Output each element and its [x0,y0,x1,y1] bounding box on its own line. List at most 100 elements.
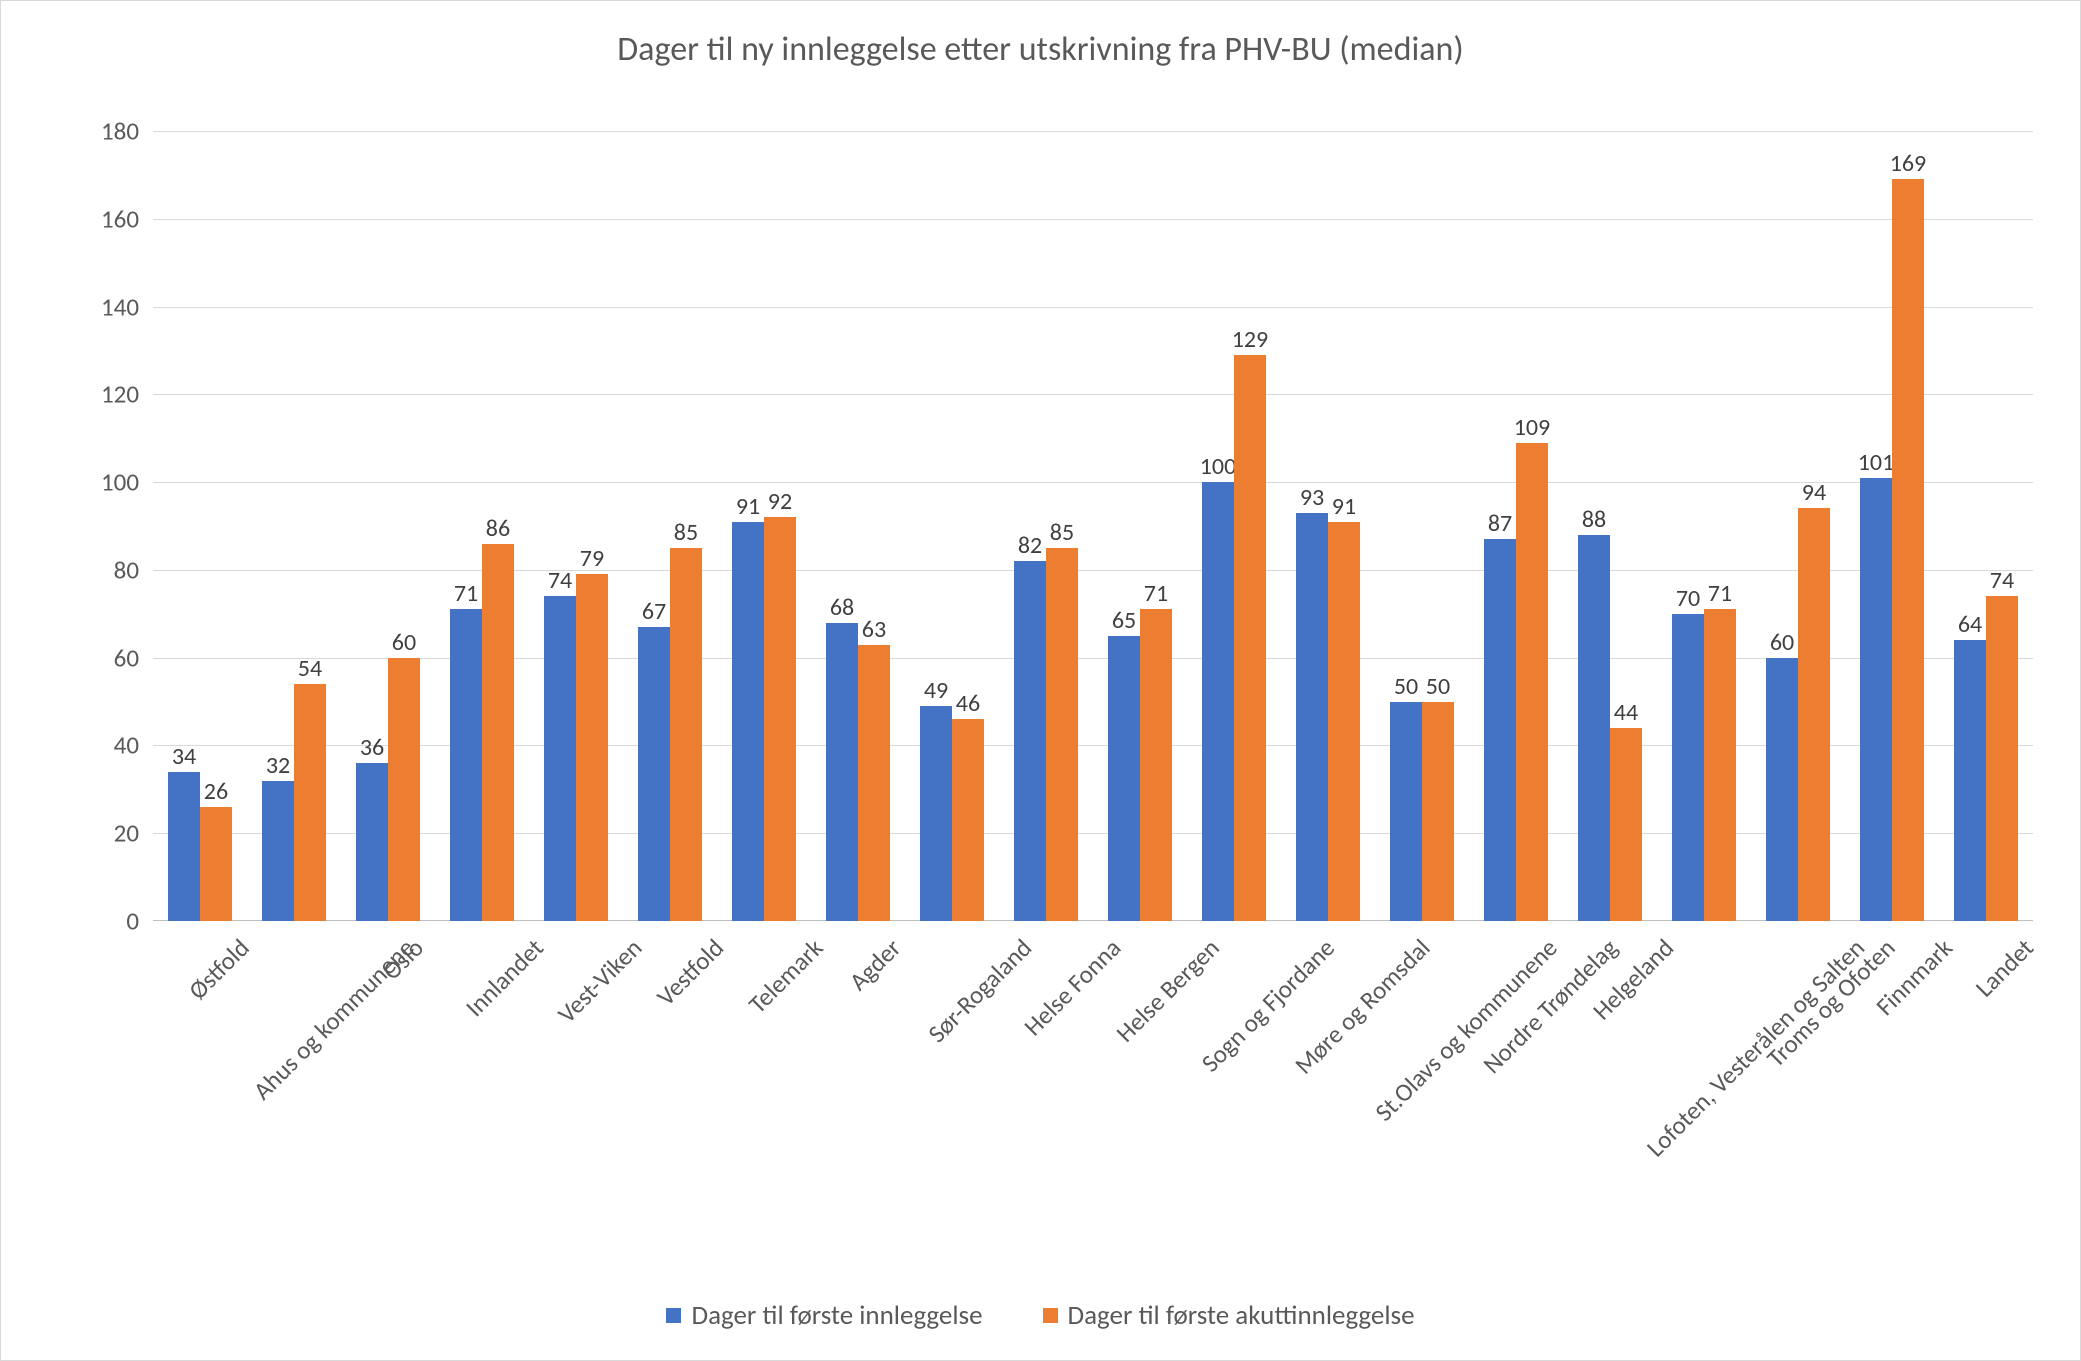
bar-value-label: 86 [486,514,510,543]
bar-value-label: 85 [1050,518,1074,547]
bar [1578,535,1610,921]
bar [1202,482,1234,921]
legend-item: Dager til første akuttinnleggelse [1043,1299,1415,1332]
x-tick-label: Sør-Rogaland [917,928,1038,1049]
bar [168,772,200,921]
bar [1234,355,1266,921]
bar-value-label: 54 [298,654,322,683]
gridline [153,307,2033,308]
bar-value-label: 71 [454,579,478,608]
bar [826,623,858,921]
y-tick-label: 0 [126,906,153,937]
bar-value-label: 44 [1614,698,1638,727]
bar-value-label: 169 [1890,149,1927,178]
bar [544,596,576,921]
gridline [153,394,2033,395]
bar [732,522,764,921]
y-tick-label: 80 [114,554,153,585]
bar-value-label: 67 [642,597,666,626]
bar-value-label: 93 [1300,483,1324,512]
bar [1014,561,1046,921]
bar [670,548,702,921]
bar [638,627,670,921]
bar [262,781,294,921]
legend: Dager til første innleggelse Dager til fø… [1,1299,2080,1332]
bar [482,544,514,921]
bar-value-label: 94 [1802,478,1826,507]
bar [1046,548,1078,921]
bar-value-label: 68 [830,593,854,622]
bar-value-label: 91 [736,492,760,521]
bar-value-label: 36 [360,733,384,762]
x-tick-label: Landet [1965,928,2040,1003]
bar-value-label: 49 [924,676,948,705]
plot-area: 0204060801001201401601803426Østfold3254A… [153,131,2033,921]
bar [1954,640,1986,921]
bar [1140,609,1172,921]
bar-value-label: 60 [1770,628,1794,657]
bar-value-label: 74 [548,566,572,595]
bar [1766,658,1798,921]
bar-value-label: 92 [768,487,792,516]
gridline [153,745,2033,746]
bar [1860,478,1892,921]
bar-value-label: 50 [1426,672,1450,701]
x-axis-line [153,920,2033,921]
bar [1422,702,1454,921]
bar [1390,702,1422,921]
bar [1672,614,1704,921]
gridline [153,219,2033,220]
bar-value-label: 87 [1488,509,1512,538]
legend-swatch [1043,1308,1058,1323]
bar-value-label: 65 [1112,606,1136,635]
bar [1610,728,1642,921]
y-tick-label: 180 [101,116,153,147]
bar [1986,596,2018,921]
bar-value-label: 63 [862,615,886,644]
x-tick-label: Innlandet [455,928,550,1023]
bar-value-label: 26 [204,777,228,806]
y-tick-label: 20 [114,818,153,849]
bar [200,807,232,921]
legend-label: Dager til første akuttinnleggelse [1068,1299,1415,1332]
legend-swatch [666,1308,681,1323]
bar-value-label: 101 [1858,448,1895,477]
bar-value-label: 79 [580,544,604,573]
bar-value-label: 71 [1144,579,1168,608]
bar-value-label: 82 [1018,531,1042,560]
bar [952,719,984,921]
bar-value-label: 70 [1676,584,1700,613]
x-tick-label: Lofoten, Vesterålen og Salten [1636,928,1871,1163]
chart-title: Dager til ny innleggelse etter utskrivni… [1,29,2080,70]
gridline [153,570,2033,571]
bar [576,574,608,921]
bar-value-label: 91 [1332,492,1356,521]
bar [356,763,388,921]
bar-value-label: 64 [1958,610,1982,639]
bar-value-label: 46 [956,689,980,718]
bar [1296,513,1328,921]
gridline [153,833,2033,834]
bar-value-label: 71 [1708,579,1732,608]
bar [858,645,890,922]
bar-value-label: 85 [674,518,698,547]
x-tick-label: Telemark [738,928,830,1020]
bar [920,706,952,921]
bar-value-label: 129 [1232,325,1269,354]
y-tick-label: 40 [114,730,153,761]
x-tick-label: Helse Bergen [1105,928,1225,1048]
bar-value-label: 109 [1514,413,1551,442]
bar-value-label: 100 [1200,452,1237,481]
x-tick-label: Østfold [178,928,256,1006]
bar [388,658,420,921]
y-tick-label: 60 [114,642,153,673]
bar-value-label: 74 [1990,566,2014,595]
bar-value-label: 88 [1582,505,1606,534]
bar-value-label: 60 [392,628,416,657]
bar [764,517,796,921]
y-tick-label: 140 [101,291,153,322]
bar [1516,443,1548,921]
bar [1328,522,1360,921]
legend-item: Dager til første innleggelse [666,1299,982,1332]
x-tick-label: Vestfold [646,928,730,1012]
